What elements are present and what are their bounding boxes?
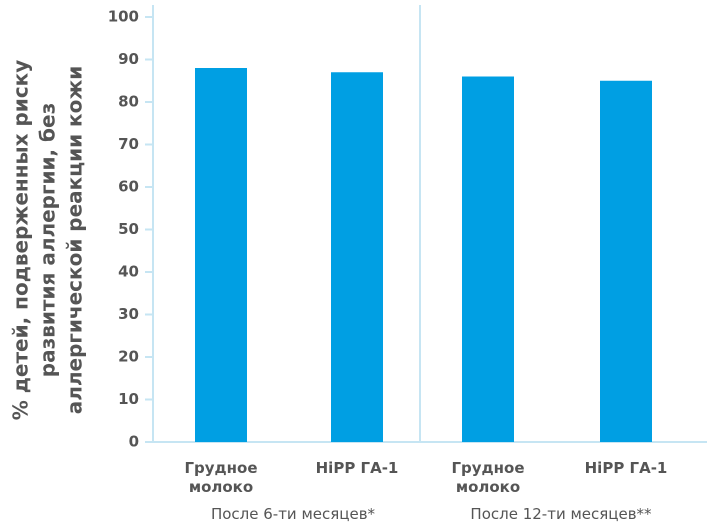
y-tick-label: 0 <box>129 433 139 451</box>
y-tick-label: 60 <box>118 178 139 196</box>
y-axis-label: аллергической реакции кожи <box>63 66 87 415</box>
y-tick-label: 90 <box>118 50 139 68</box>
x-tick-label: HiPP ГА-1 <box>315 459 399 477</box>
y-tick-label: 70 <box>118 135 139 153</box>
y-tick-label: 80 <box>118 93 139 111</box>
bar <box>600 80 652 442</box>
y-tick-label: 10 <box>118 390 139 408</box>
y-tick-label: 50 <box>118 220 139 238</box>
group-label: После 12-ти месяцев** <box>470 505 652 523</box>
y-axis-label: % детей, подверженных риску <box>9 60 33 421</box>
y-tick-label: 100 <box>108 8 139 26</box>
x-tick-label: Грудное молоко <box>184 459 258 496</box>
x-tick-label: HiPP ГА-1 <box>584 459 668 477</box>
y-tick-label: 30 <box>118 305 139 323</box>
y-tick-label: 40 <box>118 263 139 281</box>
group-label: После 6-ти месяцев* <box>210 505 376 523</box>
x-tick-label: Грудное молоко <box>451 459 525 496</box>
y-tick-label: 20 <box>118 348 139 366</box>
bar <box>331 72 383 442</box>
bar <box>195 68 247 442</box>
y-axis-label: развития аллергии, без <box>36 103 60 377</box>
bar <box>462 76 514 442</box>
